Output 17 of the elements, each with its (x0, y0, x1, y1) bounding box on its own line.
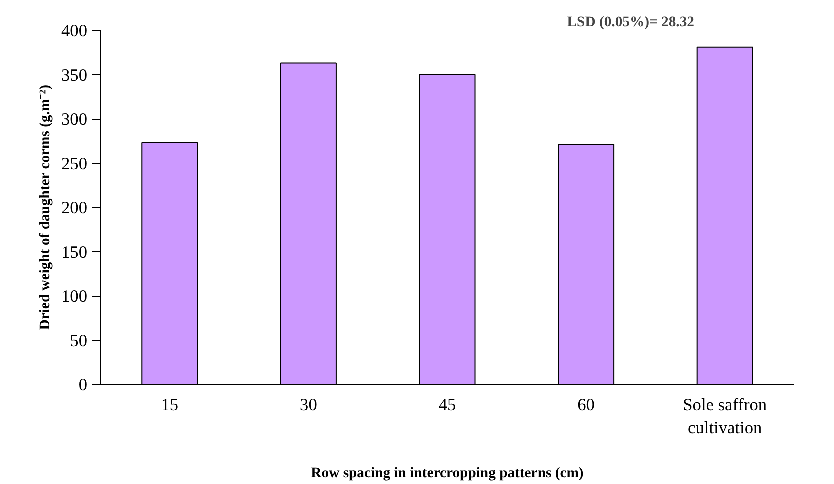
x-axis-title: Row spacing in intercropping patterns (cm) (311, 465, 584, 482)
x-tick-label: 30 (300, 396, 318, 414)
y-tick-label: 300 (62, 110, 88, 129)
x-tick-label: Sole saffron cultivation (683, 396, 768, 438)
text: LSD (0.05%)= 28.32 (567, 14, 694, 30)
y-tick-label: 350 (62, 66, 88, 85)
x-tick-label: 45 (438, 396, 456, 414)
y-tick-label: 400 (62, 22, 88, 40)
y-axis-title: Dried weight of daughter corms (g.m⁻²) (38, 84, 54, 330)
x-tick-label: 15 (161, 396, 179, 414)
y-tick-label: 200 (62, 198, 88, 218)
y-tick-label: 100 (62, 287, 88, 306)
y-tick-label: 0 (78, 376, 88, 394)
x-tick-label: 60 (578, 396, 595, 414)
y-tick-label: 50 (70, 331, 88, 350)
y-tick-label: 150 (62, 242, 88, 262)
y-tick-label: 250 (62, 154, 88, 174)
